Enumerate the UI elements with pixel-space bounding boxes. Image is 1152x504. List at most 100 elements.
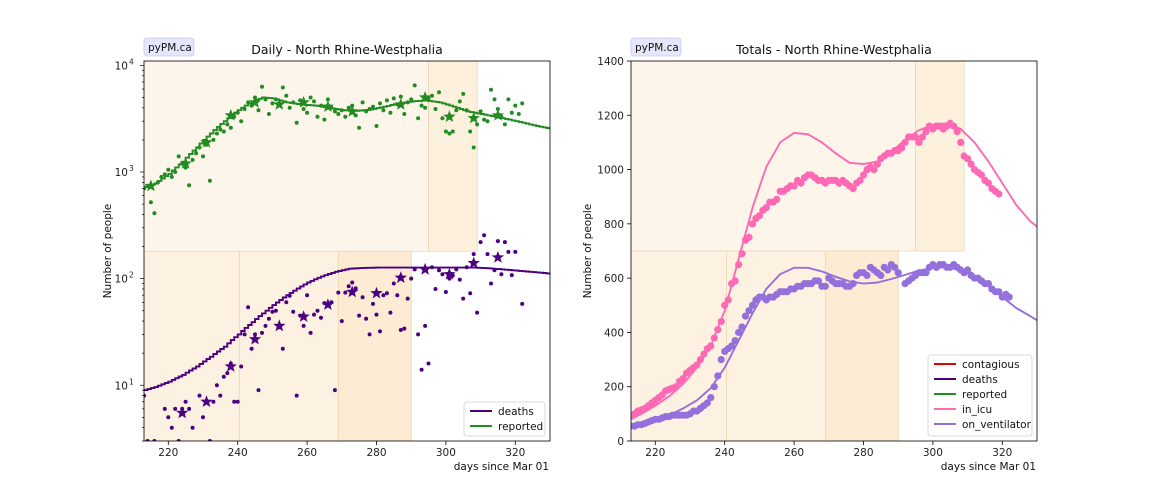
star-marker-deaths: [200, 395, 213, 407]
phase-region: [239, 251, 339, 441]
data-point-on-ventilator: [884, 266, 892, 274]
data-point-in-icu: [717, 318, 725, 326]
data-point-deaths: [291, 309, 296, 314]
x-axis-label: days since Mar 01: [454, 461, 549, 473]
data-point-reported: [457, 99, 462, 104]
data-point-deaths: [416, 332, 421, 337]
data-point-reported: [173, 170, 178, 174]
data-point-reported: [152, 211, 157, 216]
x-tick-label: 220: [645, 447, 665, 459]
y-tick-label: 600: [604, 273, 624, 285]
data-point-deaths: [242, 332, 247, 337]
data-point-deaths: [284, 300, 289, 305]
data-point-deaths: [287, 293, 292, 298]
data-point-reported: [280, 85, 285, 90]
data-point-reported: [509, 110, 514, 115]
star-marker-reported: [297, 95, 310, 108]
data-point-deaths: [308, 330, 313, 335]
data-point-on-ventilator: [745, 307, 753, 315]
data-point-reported: [246, 100, 251, 105]
data-point-in-icu: [797, 179, 805, 187]
x-tick-label: 260: [784, 447, 804, 459]
y-tick-exponent: 2: [129, 271, 134, 280]
data-point-in-icu: [773, 195, 781, 203]
data-point-reported: [478, 109, 483, 114]
data-point-reported: [308, 95, 313, 100]
legend-label-contagious: contagious: [962, 359, 1020, 371]
data-point-deaths: [374, 312, 379, 317]
star-marker-deaths: [370, 286, 383, 299]
data-point-deaths: [440, 272, 445, 277]
data-point-reported: [520, 101, 525, 106]
data-point-in-icu: [915, 138, 923, 146]
data-point-reported: [270, 101, 275, 106]
data-point-reported: [176, 154, 181, 159]
legend-label-deaths: deaths: [498, 406, 534, 418]
data-point-reported: [346, 105, 351, 110]
phase-shading: [144, 61, 478, 441]
y-axis-label: Number of people: [102, 204, 114, 299]
data-point-in-icu: [679, 375, 687, 383]
data-point-deaths: [166, 415, 171, 420]
data-point-in-icu: [755, 212, 764, 220]
data-point-reported: [516, 112, 521, 116]
data-point-reported: [207, 178, 212, 183]
data-point-deaths: [367, 332, 372, 337]
badge-label: pyPM.ca: [148, 42, 192, 54]
data-point-reported: [336, 112, 341, 116]
data-point-reported: [322, 117, 327, 122]
data-point-reported: [360, 100, 365, 105]
data-point-deaths: [145, 439, 150, 441]
data-point-reported: [402, 112, 407, 116]
data-point-deaths: [506, 249, 511, 254]
data-point-reported: [242, 107, 247, 111]
data-point-deaths: [520, 301, 525, 306]
legend-label-in-icu: in_icu: [962, 404, 992, 416]
data-point-reported: [260, 84, 264, 89]
data-point-reported: [475, 122, 480, 127]
star-marker-reported: [248, 95, 262, 108]
data-point-deaths: [478, 240, 483, 245]
data-point-on-ventilator: [748, 301, 757, 309]
data-point-in-icu: [745, 233, 753, 241]
data-point-reported: [235, 110, 240, 115]
data-point-reported: [228, 125, 233, 130]
data-point-reported: [388, 110, 393, 115]
data-point-on-ventilator: [731, 337, 739, 345]
star-marker-reported: [200, 135, 213, 148]
data-point-reported: [485, 119, 490, 124]
star-marker-deaths: [394, 271, 407, 283]
data-point-reported: [391, 96, 396, 101]
pypm-badge: [630, 37, 682, 57]
data-point-reported: [482, 117, 487, 122]
data-point-reported: [339, 108, 344, 113]
data-point-deaths: [315, 308, 320, 313]
y-tick-label: 1200: [597, 110, 624, 122]
data-point-deaths: [256, 388, 261, 393]
data-point-on-ventilator: [728, 342, 736, 350]
data-point-in-icu: [849, 185, 857, 193]
data-point-reported: [291, 100, 296, 105]
totals-chart: 220 240 260 280 300 320 0 200 400 600 800 1000 1200…: [582, 37, 1038, 473]
data-point-deaths: [423, 323, 428, 328]
phase-region: [144, 61, 429, 252]
data-point-reported: [187, 183, 192, 188]
data-point-reported: [454, 108, 459, 113]
data-point-reported: [371, 104, 375, 109]
data-point-reported: [464, 108, 469, 113]
data-point-deaths: [225, 371, 230, 376]
data-point-in-icu: [738, 250, 746, 258]
star-marker-reported: [273, 98, 286, 110]
data-point-deaths: [152, 439, 157, 441]
x-tick-label: 280: [366, 447, 386, 459]
x-ticks: 220 240 260 280 300 320: [158, 441, 525, 459]
data-point-on-ventilator: [741, 312, 750, 320]
data-point-deaths: [266, 316, 271, 321]
legend-label-deaths: deaths: [962, 374, 998, 386]
data-point-deaths: [482, 233, 487, 238]
data-point-deaths: [350, 280, 355, 285]
data-point-reported: [325, 97, 330, 102]
data-point-deaths: [402, 326, 407, 331]
data-point-reported: [430, 93, 434, 98]
